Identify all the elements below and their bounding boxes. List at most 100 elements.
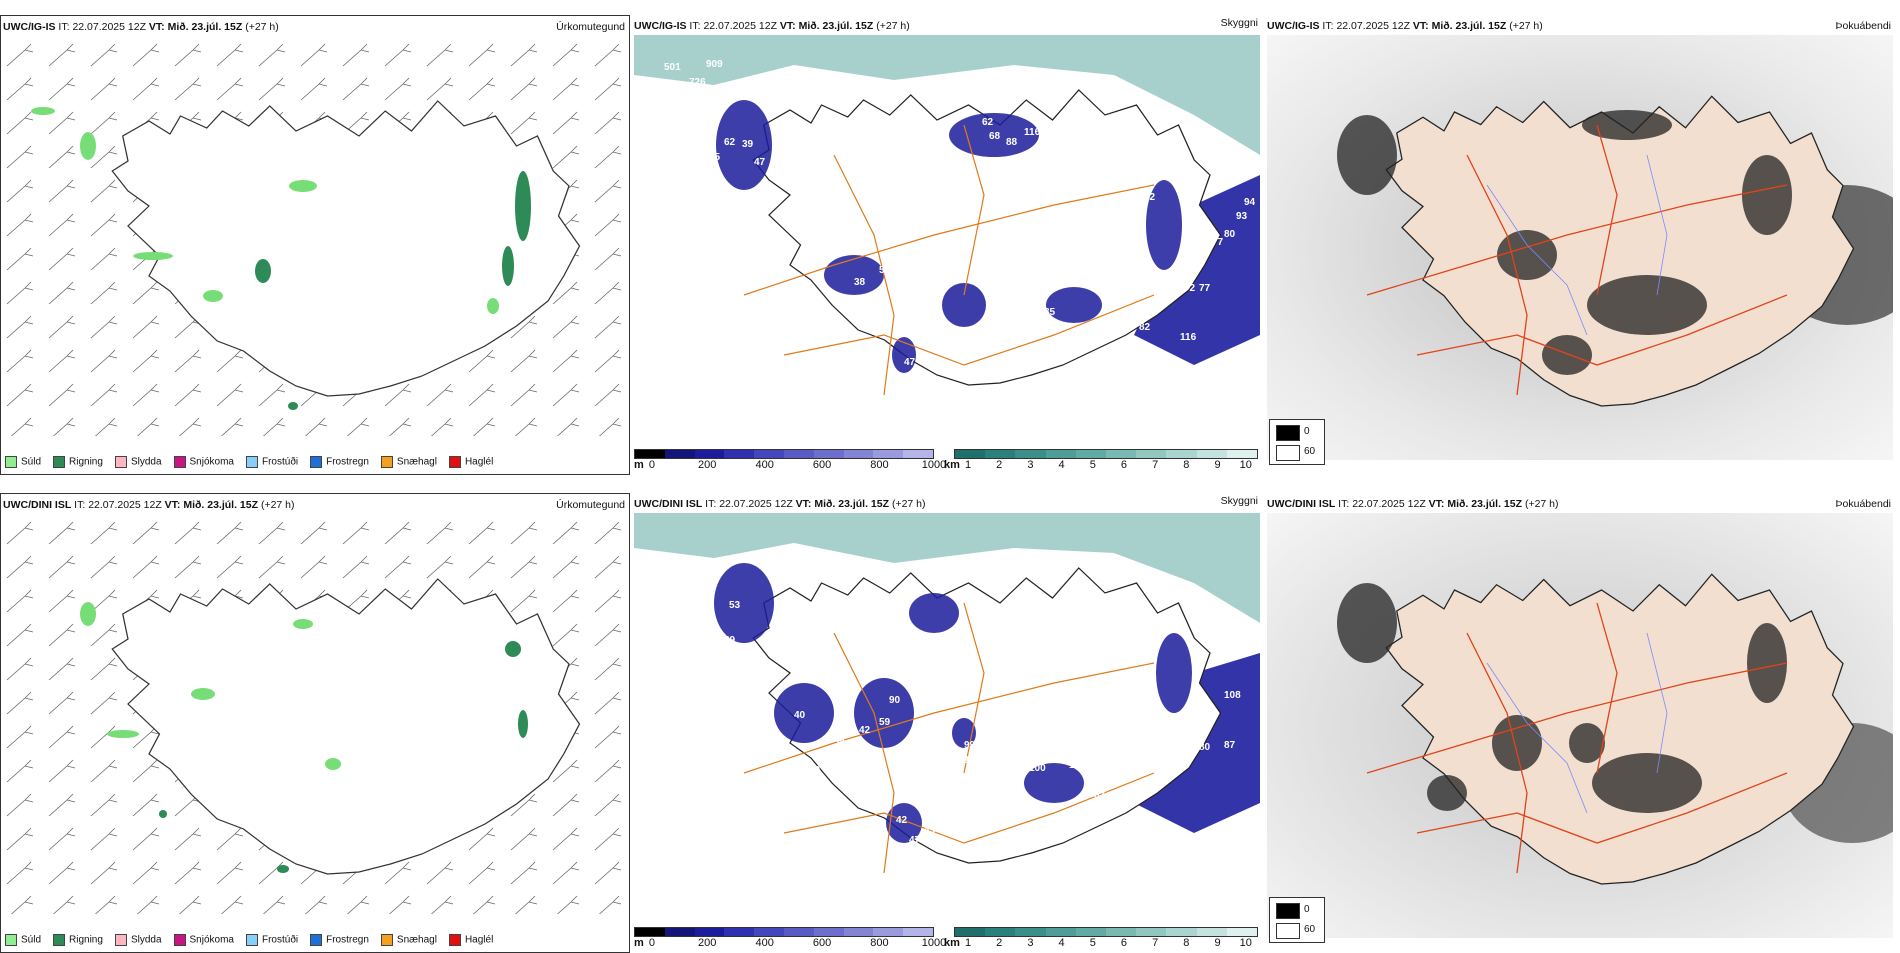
svg-text:68: 68	[989, 131, 1001, 142]
svg-text:62: 62	[982, 117, 994, 128]
svg-text:49: 49	[774, 750, 786, 761]
visibility-map[interactable]: 53 49 42 53 40 42 59 90 50 99 113 100 12…	[634, 513, 1260, 908]
fog-legend: 0 60	[1269, 419, 1325, 465]
legend-item: Frostregn	[310, 934, 369, 946]
svg-text:50: 50	[944, 710, 956, 721]
svg-text:128: 128	[1054, 132, 1071, 143]
svg-text:38: 38	[854, 277, 866, 288]
svg-text:89: 89	[1114, 342, 1126, 353]
svg-text:99: 99	[964, 740, 976, 751]
svg-text:72: 72	[1184, 283, 1196, 294]
svg-text:85: 85	[1044, 307, 1056, 318]
legend-item: Slydda	[114, 456, 162, 468]
visibility-panel-top: UWC/IG-IS IT: 22.07.2025 12Z VT: Mið. 23…	[632, 15, 1262, 475]
rain-areas	[255, 171, 531, 410]
fog-panel-top: UWC/IG-IS IT: 22.07.2025 12Z VT: Mið. 23…	[1265, 15, 1895, 475]
svg-text:90: 90	[889, 695, 901, 706]
panel-type-title: Þokuábendi	[1835, 20, 1891, 32]
panel-type-title: Skyggni	[1220, 17, 1258, 29]
legend-item: Snæhagl	[380, 456, 437, 468]
visibility-colorbar	[954, 449, 1258, 459]
svg-text:47: 47	[904, 357, 916, 368]
precip-legend: Súld Rigning Slydda Snjókoma Frostúði Fr…	[5, 456, 493, 468]
svg-text:42: 42	[742, 645, 754, 656]
svg-text:49: 49	[724, 635, 736, 646]
fog-panel-bottom: UWC/DINI ISL IT: 22.07.2025 12Z VT: Mið.…	[1265, 493, 1895, 953]
precip-map[interactable]	[3, 36, 629, 436]
visibility-scales: m 0 200 400 600 800 1000 km 1 2 3 4 5 6 …	[632, 433, 1262, 473]
svg-text:87: 87	[1094, 790, 1106, 801]
svg-text:55: 55	[879, 265, 891, 276]
svg-text:43: 43	[924, 825, 936, 836]
svg-text:47: 47	[754, 157, 766, 168]
svg-text:42: 42	[859, 725, 871, 736]
legend-item: Frostúði	[245, 934, 298, 946]
svg-text:116: 116	[1024, 127, 1041, 138]
legend-item: Snjókoma	[173, 456, 234, 468]
svg-text:39: 39	[742, 139, 754, 150]
svg-text:87: 87	[1224, 740, 1236, 751]
svg-text:80: 80	[1199, 742, 1211, 753]
visibility-ticks: km 1 2 3 4 5 6 7 8 9 10	[944, 459, 1252, 471]
legend-item: Snjókoma	[173, 934, 234, 946]
panel-type-title: Skyggni	[1220, 495, 1258, 507]
svg-text:42: 42	[896, 815, 908, 826]
svg-text:329: 329	[664, 89, 681, 100]
legend-item: Frostregn	[310, 456, 369, 468]
panel-type-title: Þokuábendi	[1835, 498, 1891, 510]
svg-text:55: 55	[709, 152, 721, 163]
panel-header: UWC/IG-IS IT: 22.07.2025 12Z VT: Mið. 23…	[3, 21, 279, 33]
visibility-panel-bottom: UWC/DINI ISL IT: 22.07.2025 12Z VT: Mið.…	[632, 493, 1262, 953]
visibility-map[interactable]: 501 909 726 329 62 39 55 47 52 62 68 88 …	[634, 35, 1260, 430]
visibility-ticks: km 1 2 3 4 5 6 7 8 9 10	[944, 937, 1252, 949]
fog-map[interactable]	[1267, 35, 1893, 460]
svg-text:726: 726	[689, 77, 706, 88]
svg-text:62: 62	[724, 137, 736, 148]
svg-text:77: 77	[1199, 283, 1211, 294]
fog-map[interactable]	[1267, 513, 1893, 938]
cloudbase-colorbar	[634, 449, 934, 459]
svg-text:95: 95	[1132, 340, 1144, 351]
visibility-colorbar	[954, 927, 1258, 937]
svg-text:53: 53	[729, 600, 741, 611]
svg-text:40: 40	[794, 710, 806, 721]
legend-item: Rigning	[53, 456, 103, 468]
svg-text:100: 100	[1029, 763, 1046, 774]
svg-text:108: 108	[1224, 690, 1241, 701]
precip-panel-bottom: UWC/DINI ISL IT: 22.07.2025 12Z VT: Mið.…	[0, 493, 630, 953]
visibility-scales: m 0 200 400 600 800 1000 km 1 2 3 4 5 6 …	[632, 911, 1262, 951]
svg-text:53: 53	[726, 670, 738, 681]
svg-text:93: 93	[1236, 211, 1248, 222]
panel-header: UWC/DINI ISL IT: 22.07.2025 12Z VT: Mið.…	[634, 498, 926, 510]
svg-text:42: 42	[1144, 192, 1156, 203]
panel-header: UWC/IG-IS IT: 22.07.2025 12Z VT: Mið. 23…	[1267, 20, 1543, 32]
cloudbase-ticks: m 0 200 400 600 800 1000	[634, 937, 947, 949]
svg-text:47: 47	[909, 835, 921, 846]
svg-text:77: 77	[1212, 237, 1224, 248]
svg-text:88: 88	[1006, 137, 1018, 148]
svg-text:909: 909	[706, 59, 723, 70]
panel-header: UWC/IG-IS IT: 22.07.2025 12Z VT: Mið. 23…	[634, 20, 910, 32]
svg-text:52: 52	[914, 372, 926, 383]
svg-text:94: 94	[1244, 197, 1256, 208]
legend-item: Rigning	[53, 934, 103, 946]
legend-item: Haglél	[448, 456, 493, 468]
svg-text:12: 12	[1069, 760, 1081, 771]
svg-text:52: 52	[769, 172, 781, 183]
panel-type-title: Úrkomutegund	[556, 499, 625, 511]
legend-item: Súld	[5, 456, 41, 468]
svg-text:82: 82	[1139, 322, 1151, 333]
svg-text:72: 72	[794, 805, 806, 816]
legend-item: Snæhagl	[380, 934, 437, 946]
precip-legend: Súld Rigning Slydda Snjókoma Frostúði Fr…	[5, 934, 493, 946]
drizzle-areas	[31, 107, 499, 314]
svg-text:73: 73	[1182, 740, 1194, 751]
precip-panel-top: UWC/IG-IS IT: 22.07.2025 12Z VT: Mið. 23…	[0, 15, 630, 475]
fog-legend: 0 60	[1269, 897, 1325, 943]
panel-type-title: Úrkomutegund	[556, 21, 625, 33]
svg-text:76: 76	[754, 242, 766, 253]
legend-item: Súld	[5, 934, 41, 946]
precip-map[interactable]	[3, 514, 629, 914]
cloudbase-colorbar	[634, 927, 934, 937]
panel-header: UWC/DINI ISL IT: 22.07.2025 12Z VT: Mið.…	[3, 499, 295, 511]
